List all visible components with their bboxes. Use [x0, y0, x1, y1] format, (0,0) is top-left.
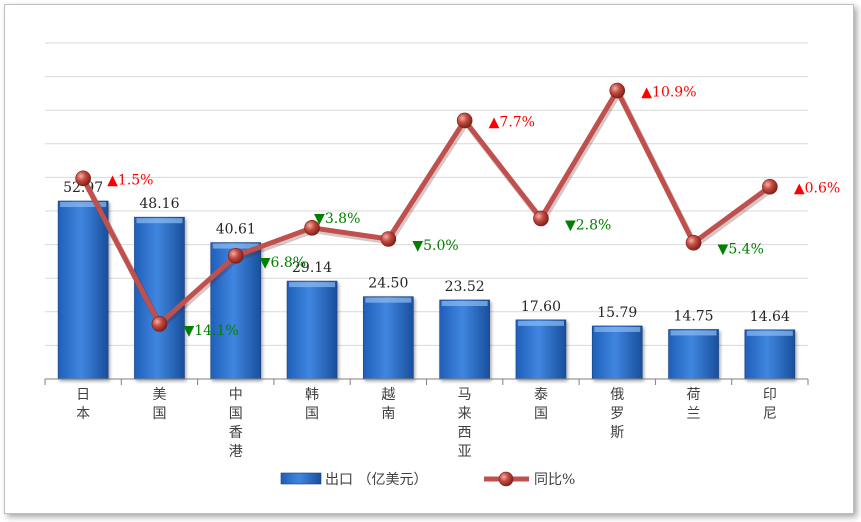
bar-highlight — [517, 320, 564, 326]
line-data-label: ▼2.8% — [565, 217, 611, 233]
line-marker — [685, 234, 702, 251]
bar-highlight — [670, 330, 717, 336]
legend-line-marker — [498, 471, 514, 487]
line-series — [75, 82, 778, 332]
bar-highlight — [136, 218, 183, 224]
x-tick-label: 泰国 — [534, 387, 548, 422]
line-marker — [75, 170, 91, 187]
line-data-value: 14.1% — [194, 323, 238, 339]
up-triangle-icon: ▲ — [641, 85, 652, 101]
bar-highlight — [365, 297, 412, 303]
line-data-label: ▲1.5% — [107, 172, 153, 188]
x-tick-label: 日本 — [76, 387, 90, 422]
x-tick-label: 韩国 — [305, 387, 319, 422]
bar-data-label: 29.14 — [292, 260, 332, 276]
bar-data-label: 24.50 — [368, 276, 408, 292]
bar-highlight — [746, 330, 793, 336]
line-data-value: 6.8% — [271, 255, 307, 271]
x-tick-label: 美国 — [152, 387, 166, 422]
x-axis: 日本 美国 中国香港 韩国 越南 马来西亚 泰国 俄罗斯 荷兰 印尼 — [44, 378, 809, 460]
line-data-label: ▼14.1% — [183, 323, 238, 339]
bar-data-label: 14.75 — [674, 308, 714, 324]
up-triangle-icon: ▲ — [794, 181, 805, 197]
x-tick-label: 俄罗斯 — [610, 387, 624, 441]
down-triangle-icon: ▼ — [412, 238, 423, 254]
bar — [134, 216, 185, 380]
line-data-label: ▼3.8% — [314, 211, 360, 227]
line-data-value: 5.0% — [423, 238, 459, 254]
legend-bar-label: 出口 （亿美元） — [325, 472, 427, 488]
line-data-label: ▲7.7% — [489, 114, 535, 130]
line-marker — [533, 210, 549, 227]
down-triangle-icon: ▼ — [183, 323, 194, 339]
legend-line-label: 同比% — [534, 472, 575, 488]
line-data-value: 2.8% — [576, 217, 612, 233]
bar — [210, 242, 262, 380]
bar — [286, 280, 338, 380]
line-data-value: 1.5% — [118, 172, 154, 188]
line-data-label: ▲10.9% — [641, 85, 696, 101]
bar-highlight — [289, 282, 336, 288]
x-tick-label: 中国香港 — [229, 387, 243, 460]
bar-data-label: 15.79 — [597, 305, 637, 321]
line-data-value: 10.9% — [652, 85, 696, 101]
bar — [668, 329, 719, 380]
up-triangle-icon: ▲ — [107, 172, 118, 188]
bar-data-label: 14.64 — [750, 309, 790, 325]
down-triangle-icon: ▼ — [565, 217, 576, 233]
bar — [591, 325, 643, 380]
bar-value-labels: 52.97 48.16 40.61 29.14 24.50 23.52 17.60 15.79… — [63, 180, 790, 325]
bar-highlight — [212, 243, 259, 249]
line-data-label: ▼5.0% — [412, 238, 458, 254]
series-line — [80, 88, 772, 327]
line-data-label: ▼6.8% — [260, 255, 306, 271]
bar-data-label: 52.97 — [63, 180, 103, 196]
legend-bar-swatch — [280, 472, 322, 485]
x-tick-label: 马来西亚 — [458, 387, 472, 460]
line-data-value: 0.6% — [805, 181, 841, 197]
line-data-label: ▲0.6% — [794, 181, 840, 197]
chart-frame: 52.97 48.16 40.61 29.14 24.50 23.52 17.60 15.79… — [4, 4, 854, 514]
x-tick-label: 越南 — [381, 387, 395, 422]
bar-highlight — [60, 202, 107, 208]
bar-highlight — [594, 326, 641, 332]
x-tick-label: 印尼 — [763, 387, 777, 422]
line-marker — [456, 112, 473, 129]
bar-highlight — [441, 300, 488, 306]
line-data-label: ▼5.4% — [718, 242, 764, 258]
bar — [439, 299, 490, 380]
down-triangle-icon: ▼ — [314, 211, 325, 227]
line-marker — [304, 220, 320, 236]
bar-data-label: 17.60 — [521, 299, 561, 315]
bar — [744, 329, 796, 380]
line-data-value: 3.8% — [325, 211, 361, 227]
bar — [515, 319, 567, 380]
down-triangle-icon: ▼ — [718, 242, 729, 258]
bar — [363, 296, 414, 380]
legend: 出口 （亿美元） 同比% — [280, 471, 575, 488]
line-data-value: 7.7% — [499, 114, 535, 130]
line-marker — [609, 82, 626, 99]
up-triangle-icon: ▲ — [489, 114, 500, 130]
line-value-labels: ▲1.5%▼14.1%▼6.8%▼3.8%▼5.0%▲7.7%▼2.8%▲10.… — [107, 85, 840, 339]
bar — [57, 200, 109, 380]
chart: 52.97 48.16 40.61 29.14 24.50 23.52 17.60 15.79… — [44, 42, 840, 488]
line-marker — [227, 248, 244, 264]
bar-data-label: 23.52 — [445, 279, 485, 295]
line-marker — [762, 178, 778, 195]
down-triangle-icon: ▼ — [260, 255, 271, 271]
line-data-value: 5.4% — [728, 242, 764, 258]
bar-series — [57, 200, 796, 380]
bar-data-label: 40.61 — [216, 222, 256, 238]
x-tick-label: 荷兰 — [687, 387, 701, 422]
line-marker — [151, 316, 168, 332]
line-marker — [380, 231, 397, 247]
bar-data-label: 48.16 — [139, 196, 179, 212]
